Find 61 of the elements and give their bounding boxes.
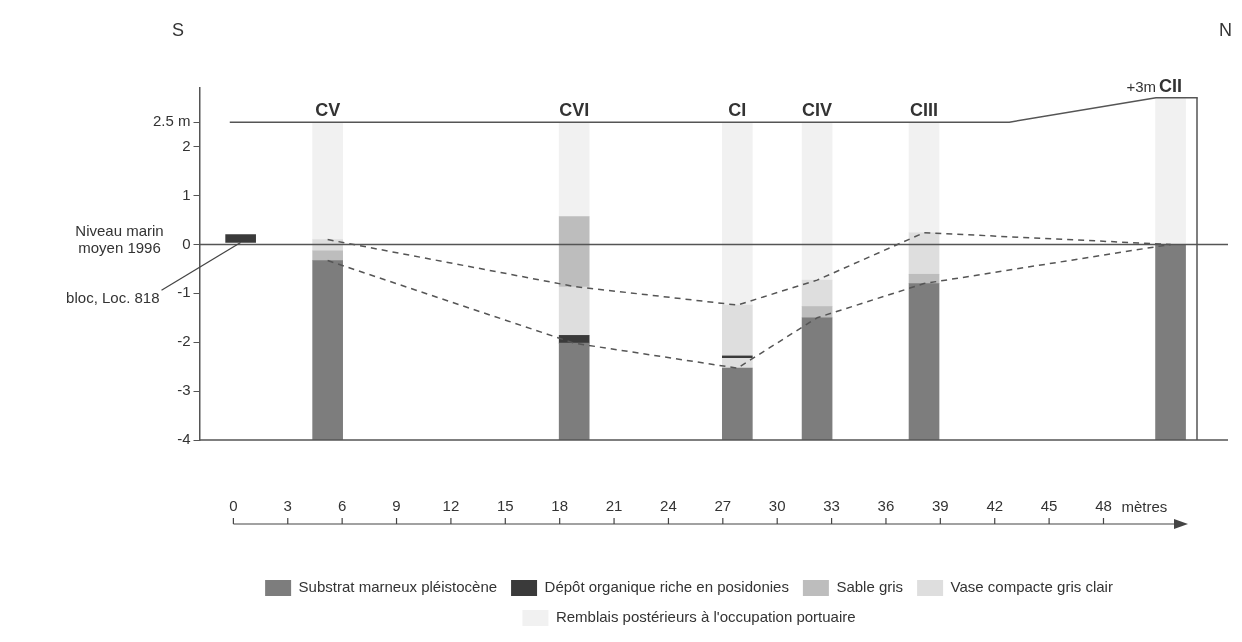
x-tick-label: 18 <box>551 497 569 515</box>
legend-label: Substrat marneux pléistocène <box>298 578 498 596</box>
bar <box>908 232 940 275</box>
bar <box>721 121 753 306</box>
bar <box>558 121 590 217</box>
y-tick-label: -1 <box>177 283 191 301</box>
bar <box>1155 244 1186 440</box>
legend-label: Dépôt organique riche en posidonies <box>544 578 789 596</box>
x-tick-label: 27 <box>714 497 732 515</box>
annotation: CII <box>1159 75 1183 96</box>
x-tick-label: 36 <box>877 497 895 515</box>
x-tick-label: 0 <box>229 497 238 515</box>
ref-line-label: Niveau marin moyen 1996 <box>75 222 164 257</box>
y-tick-label: -2 <box>177 332 191 350</box>
x-tick-label: 30 <box>768 497 786 515</box>
bar <box>558 286 590 336</box>
x-tick-label: 12 <box>442 497 460 515</box>
annotation: CVI <box>559 100 590 121</box>
x-tick-label: 15 <box>496 497 514 515</box>
y-tick-label: -4 <box>177 430 191 448</box>
x-tick-label: 6 <box>337 497 347 515</box>
bar <box>312 121 343 240</box>
bar <box>558 342 590 440</box>
x-axis-title: mètres <box>1121 498 1168 516</box>
bar <box>1155 97 1186 245</box>
bar <box>558 216 590 287</box>
x-tick-label: 33 <box>823 497 840 515</box>
bar <box>312 250 343 261</box>
bar <box>801 279 833 307</box>
x-tick-label: 3 <box>283 497 292 515</box>
bar <box>908 283 940 440</box>
bar <box>558 335 590 344</box>
y-tick-label: 1 <box>182 185 191 203</box>
x-tick-label: 42 <box>986 497 1004 515</box>
bar <box>721 367 753 440</box>
bar <box>908 121 940 234</box>
legend-label: Remblais postérieurs à l'occupation portuaire <box>555 608 856 626</box>
text: S <box>172 20 185 40</box>
y-tick-label: 0 <box>182 234 191 252</box>
annotation: CV <box>315 100 341 121</box>
bar <box>801 317 833 440</box>
bar <box>721 304 753 357</box>
x-tick-label: 48 <box>1095 497 1112 515</box>
x-tick-label: 21 <box>605 497 623 515</box>
x-tick-label: 39 <box>932 497 949 515</box>
annotation: bloc, Loc. 818 <box>66 289 160 307</box>
y-tick-label: -3 <box>177 381 191 399</box>
annotation: CIV <box>802 100 833 121</box>
bar <box>801 121 833 281</box>
legend-label: Sable gris <box>836 578 904 596</box>
annotation: CI <box>728 100 747 121</box>
x-tick-label: 9 <box>392 497 401 515</box>
text: N <box>1219 20 1232 40</box>
x-tick-label: 45 <box>1040 497 1058 515</box>
legend-label: Vase compacte gris clair <box>950 578 1113 596</box>
y-tick-label: 2 <box>182 136 191 154</box>
bar <box>312 260 343 440</box>
y-tick-label: 2.5 m <box>153 112 191 130</box>
annotation: +3m <box>1126 77 1157 95</box>
annotation: CIII <box>910 100 939 121</box>
x-tick-label: 24 <box>660 497 677 515</box>
